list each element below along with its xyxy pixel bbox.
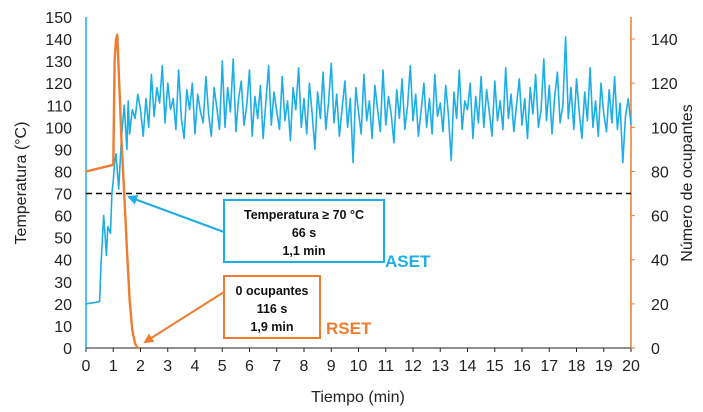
y-tick-label: 100 (45, 120, 72, 137)
x-axis-title: Tiempo (min) (311, 389, 405, 406)
y-tick-labels: 0 10 20 30 40 50 60 70 80 90 100 110 120 130 140 150 (45, 10, 72, 358)
x-tick-label: 6 (245, 358, 254, 375)
x-tick-label: 17 (540, 358, 558, 375)
y-tick-label: 50 (54, 231, 72, 248)
y-tick-label: 110 (46, 98, 72, 115)
callout-temperature-line-3: 1,1 min (282, 244, 325, 258)
x-tick-label: 7 (272, 358, 281, 375)
series-layer (85, 33, 632, 350)
callout-occupants-line-1: 0 ocupantes (236, 284, 309, 298)
series-temperature-line (85, 36, 632, 305)
y2-tick-label: 60 (651, 209, 669, 226)
x-tick-labels: 0 1 2 3 4 5 6 7 8 9 10 11 12 13 14 15 16 17 18 19 20 (82, 348, 640, 375)
callout-temperature-line-1: Temperatura ≥ 70 °C (244, 208, 364, 222)
x-tick-label: 8 (300, 358, 309, 375)
aset-label: ASET (385, 252, 431, 271)
x-tick-label: 16 (513, 358, 531, 375)
x-tick-label: 9 (327, 358, 336, 375)
x-tick-label: 5 (218, 358, 227, 375)
x-tick-label: 18 (568, 358, 586, 375)
x-tick-label: 2 (136, 358, 145, 375)
series-occupants-line (85, 33, 140, 350)
callout-occupants-line-3: 1,9 min (250, 320, 293, 334)
callout-temperature-line-2: 66 s (292, 226, 316, 240)
x-tick-label: 15 (486, 358, 504, 375)
callout-temperature-box (223, 199, 385, 263)
y-tick-label: 70 (54, 187, 72, 204)
y-tick-label: 30 (54, 275, 72, 292)
y-tick-label: 0 (63, 341, 72, 358)
y-axis-title: Temperatura (°C) (13, 122, 30, 245)
callout-occupants-box (223, 275, 321, 339)
y-tick-label: 80 (54, 164, 72, 181)
x-tick-label: 0 (82, 358, 91, 375)
y2-tick-label: 0 (651, 341, 660, 358)
x-tick-label: 19 (595, 358, 613, 375)
x-tick-label: 13 (431, 358, 449, 375)
x-tick-label: 11 (377, 358, 394, 375)
y-tick-label: 20 (54, 297, 72, 314)
x-tick-label: 14 (459, 358, 477, 375)
x-tick-label: 1 (109, 358, 118, 375)
y-tick-label: 90 (54, 142, 72, 159)
x-tick-label: 12 (404, 358, 422, 375)
y-tick-label: 150 (45, 10, 72, 27)
callout-temperature-arrow (127, 195, 225, 233)
y2-tick-label: 80 (651, 164, 669, 181)
callout-occupants-line-2: 116 s (257, 302, 288, 316)
y2-tick-label: 20 (651, 297, 669, 314)
y-tick-label: 60 (54, 209, 72, 226)
y2-tick-label: 120 (651, 76, 678, 93)
x-tick-label: 3 (163, 358, 172, 375)
y2-axis-title: Número de ocupantes (679, 104, 696, 261)
y2-tick-label: 140 (651, 32, 678, 49)
y2-tick-label: 100 (651, 120, 678, 137)
x-tick-label: 4 (191, 358, 200, 375)
y-tick-label: 140 (45, 32, 72, 49)
y-tick-label: 10 (54, 319, 72, 336)
y-tick-label: 120 (45, 76, 72, 93)
rset-label: RSET (326, 319, 372, 338)
x-tick-label: 10 (350, 358, 368, 375)
y-tick-label: 130 (45, 54, 72, 71)
y2-tick-labels: 0 20 40 60 80 100 120 140 (631, 32, 678, 358)
y-tick-label: 40 (54, 253, 72, 270)
callout-occupants-arrow (143, 291, 225, 344)
y2-tick-label: 40 (651, 253, 669, 270)
x-tick-label: 20 (622, 358, 640, 375)
